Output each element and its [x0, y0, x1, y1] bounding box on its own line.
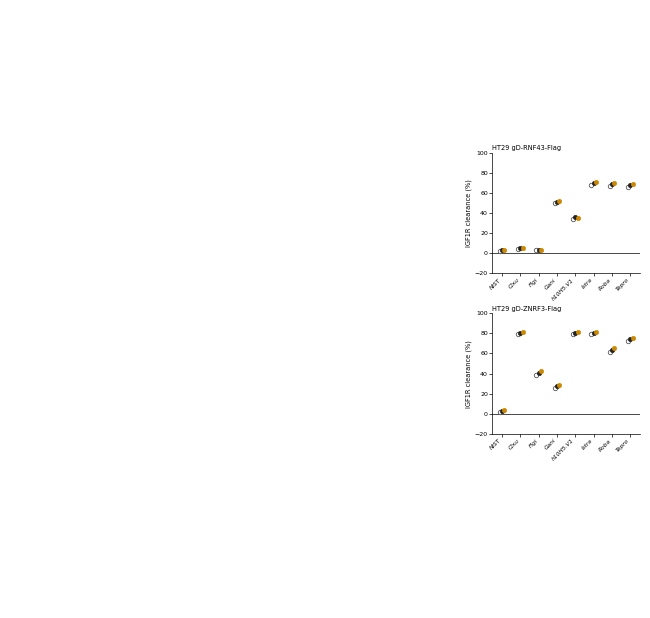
- Text: HT29 gD-RNF43-Flag: HT29 gD-RNF43-Flag: [492, 145, 561, 151]
- Y-axis label: IGF1R clearance (%): IGF1R clearance (%): [465, 340, 472, 407]
- Y-axis label: IGF1R clearance (%): IGF1R clearance (%): [465, 179, 472, 247]
- Text: HT29 gD-ZNRF3-Flag: HT29 gD-ZNRF3-Flag: [492, 305, 562, 311]
